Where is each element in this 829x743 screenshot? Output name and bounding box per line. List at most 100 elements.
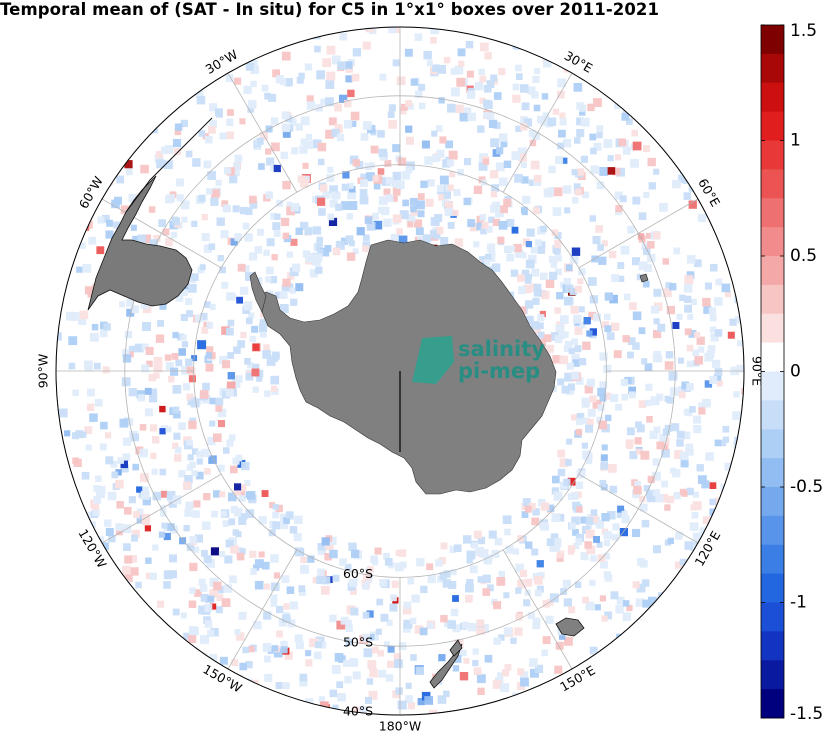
anomaly-cell	[350, 111, 360, 121]
anomaly-cell	[601, 444, 608, 451]
anomaly-cell	[431, 130, 438, 137]
anomaly-cell	[194, 534, 203, 543]
anomaly-cell	[520, 677, 529, 687]
anomaly-cell	[251, 59, 258, 67]
anomaly-cell	[258, 323, 268, 332]
anomaly-cell	[167, 523, 175, 531]
anomaly-cell	[344, 676, 352, 684]
anomaly-cell	[497, 236, 505, 244]
anomaly-cell	[319, 642, 327, 649]
anomaly-cell	[727, 331, 735, 339]
anomaly-cell	[707, 345, 716, 353]
anomaly-cell	[97, 216, 105, 224]
anomaly-cell	[533, 288, 542, 297]
latitude-label: 50°S	[343, 635, 373, 650]
anomaly-cell	[528, 254, 537, 264]
anomaly-cell	[684, 295, 692, 303]
anomaly-cell	[291, 147, 299, 155]
anomaly-cell	[270, 385, 277, 392]
anomaly-cell	[481, 221, 489, 229]
anomaly-cell	[237, 340, 245, 348]
anomaly-cell	[221, 200, 229, 207]
anomaly-cell	[317, 158, 325, 166]
anomaly-cell	[420, 180, 428, 188]
anomaly-cell	[213, 581, 222, 591]
anomaly-cell	[128, 345, 136, 353]
anomaly-cell	[231, 659, 239, 666]
anomaly-cell	[336, 133, 345, 142]
anomaly-cell	[379, 73, 387, 81]
anomaly-cell	[124, 555, 133, 564]
anomaly-cell	[289, 118, 297, 126]
anomaly-cell	[263, 655, 271, 663]
anomaly-cell	[493, 637, 501, 645]
anomaly-cell	[486, 584, 494, 592]
anomaly-cell	[383, 188, 391, 196]
anomaly-cell	[275, 504, 283, 513]
tasmania	[555, 617, 585, 637]
anomaly-cell	[679, 451, 689, 461]
anomaly-cell	[741, 388, 744, 395]
anomaly-cell	[209, 119, 217, 128]
anomaly-cell	[378, 669, 387, 678]
anomaly-cell	[201, 233, 210, 242]
anomaly-cell	[530, 247, 538, 254]
anomaly-cell	[284, 651, 293, 660]
anomaly-cell	[139, 424, 147, 431]
anomaly-cell	[216, 217, 225, 226]
anomaly-cell	[478, 256, 487, 265]
anomaly-cell	[191, 273, 199, 281]
anomaly-cell	[349, 186, 356, 193]
anomaly-cell	[558, 129, 566, 138]
anomaly-cell	[557, 449, 566, 458]
anomaly-cell	[273, 230, 281, 237]
anomaly-cell	[547, 117, 557, 127]
anomaly-cell	[553, 491, 563, 501]
anomaly-cell	[244, 233, 253, 242]
anomaly-cell	[394, 659, 403, 669]
anomaly-cell	[556, 513, 565, 522]
anomaly-cell	[419, 627, 428, 636]
anomaly-cell	[604, 611, 613, 620]
anomaly-cell	[587, 408, 596, 417]
anomaly-cell	[215, 404, 223, 412]
anomaly-cell	[372, 559, 379, 566]
anomaly-cell	[294, 634, 303, 643]
anomaly-cell	[135, 581, 142, 589]
anomaly-cell	[365, 172, 375, 182]
anomaly-cell	[500, 140, 508, 148]
anomaly-cell	[273, 648, 283, 658]
anomaly-cell	[557, 78, 566, 88]
longitude-label: 60°W	[76, 174, 106, 211]
anomaly-cell	[264, 673, 273, 682]
anomaly-cell	[360, 133, 369, 141]
anomaly-cell	[521, 102, 530, 111]
anomaly-cell	[231, 379, 241, 389]
anomaly-cell	[652, 458, 660, 466]
anomaly-cell	[564, 372, 574, 382]
anomaly-cell	[576, 168, 585, 176]
anomaly-cell	[604, 392, 612, 400]
anomaly-cell	[444, 201, 454, 210]
anomaly-cell	[148, 373, 157, 382]
anomaly-cell	[629, 451, 638, 460]
longitude-label: 60°E	[695, 176, 723, 210]
anomaly-cell	[208, 352, 216, 360]
anomaly-cell	[430, 27, 440, 35]
anomaly-cell	[163, 581, 171, 589]
anomaly-cell	[665, 351, 674, 359]
anomaly-cell	[281, 51, 291, 61]
anomaly-cell	[386, 619, 393, 626]
anomaly-cell	[528, 130, 537, 138]
longitude-label: 150°E	[557, 662, 598, 694]
anomaly-cell	[105, 230, 114, 239]
anomaly-cell	[696, 464, 704, 472]
anomaly-cell	[88, 236, 97, 245]
anomaly-cell	[502, 515, 512, 525]
anomaly-cell	[702, 297, 711, 307]
anomaly-cell	[192, 510, 200, 518]
anomaly-cell	[206, 559, 215, 568]
anomaly-cell	[115, 523, 123, 531]
anomaly-cell	[348, 201, 358, 210]
anomaly-cell	[661, 448, 670, 458]
